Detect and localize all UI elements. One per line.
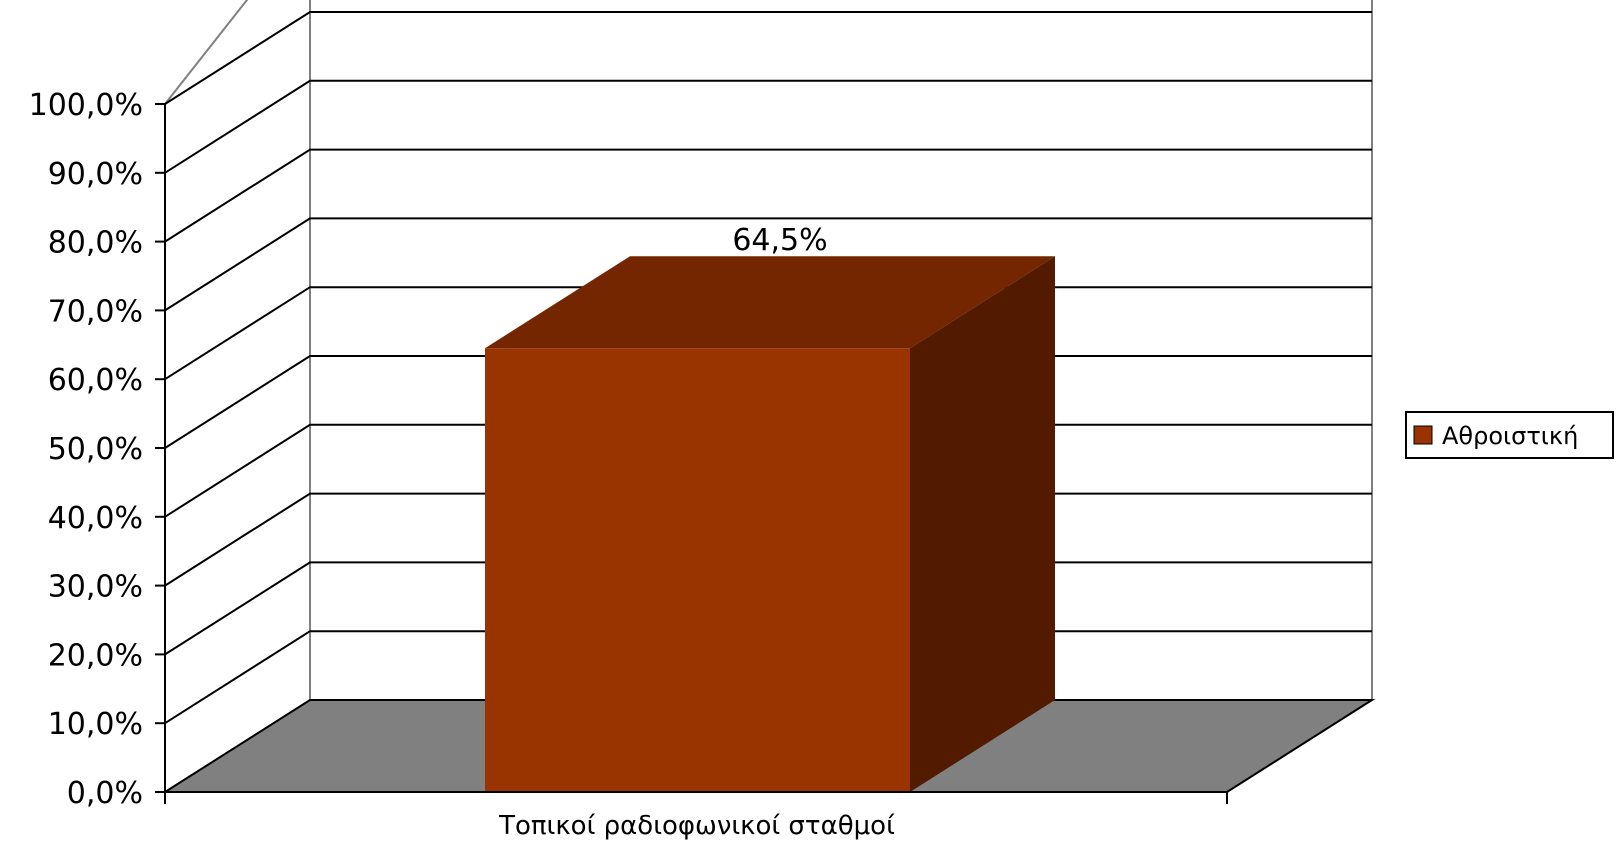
- y-tick-label: 0,0%: [67, 776, 143, 811]
- y-tick-label: 60,0%: [48, 363, 143, 398]
- y-tick-label: 100,0%: [29, 88, 143, 123]
- bar-top-face: [485, 256, 1055, 349]
- bars: [485, 256, 1055, 792]
- y-tick-label: 90,0%: [48, 157, 143, 192]
- y-tick-label: 40,0%: [48, 501, 143, 536]
- y-tick-label: 70,0%: [48, 294, 143, 329]
- axes: [155, 103, 1228, 804]
- y-tick-label: 10,0%: [48, 707, 143, 742]
- bar-side-face: [910, 256, 1055, 792]
- y-tick-label: 30,0%: [48, 570, 143, 605]
- bar-front-face: [485, 348, 910, 792]
- chart-walls: [164, 0, 1373, 700]
- y-tick-label: 80,0%: [48, 226, 143, 261]
- y-axis-tick-labels: 0,0% 10,0% 20,0% 30,0% 40,0% 50,0% 60,0% 70,0% 8…: [29, 88, 143, 811]
- y-tick-label: 50,0%: [48, 432, 143, 467]
- legend-label: Αθροιστική: [1442, 422, 1578, 450]
- x-axis-category-label: Τοπικοί ραδιοφωνικοί σταθμοί: [498, 811, 895, 841]
- y-tick-label: 20,0%: [48, 638, 143, 673]
- side-wall-top-edge: [164, 0, 249, 105]
- gridline: [164, 11, 1372, 105]
- gridline: [164, 79, 1372, 174]
- bar-data-label: 64,5%: [732, 223, 827, 258]
- gridline: [164, 217, 1372, 312]
- legend: Αθροιστική: [1405, 411, 1614, 459]
- gridline: [164, 148, 1372, 243]
- legend-swatch: [1413, 425, 1433, 445]
- legend-box: [1405, 411, 1614, 459]
